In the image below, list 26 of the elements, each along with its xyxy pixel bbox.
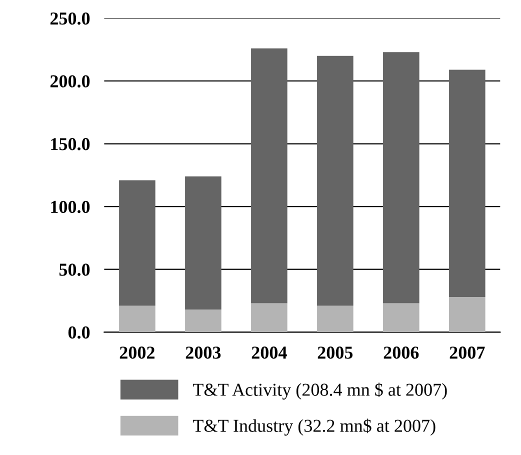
bar (383, 303, 420, 332)
y-tick-label: 250.0 (50, 12, 90, 25)
bar (119, 306, 156, 332)
legend-label: T&T Activity (208.4 mn $ at 2007) (193, 382, 447, 400)
x-tick-label: 2007 (450, 346, 485, 359)
x-tick-label: 2006 (384, 346, 419, 359)
x-tick-label: 2003 (186, 346, 221, 359)
bar (185, 176, 222, 310)
x-tick-label: 2005 (318, 346, 353, 359)
bar (251, 303, 288, 332)
bar (185, 310, 222, 332)
legend-label: T&T Industry (32.2 mn$ at 2007) (193, 418, 436, 436)
x-tick-label: 2004 (252, 346, 287, 359)
bar (449, 296, 486, 332)
bar (449, 70, 486, 297)
bar (119, 180, 156, 306)
x-tick-label: 2002 (120, 346, 154, 359)
bar (317, 306, 354, 332)
y-tick-label: 100.0 (51, 200, 90, 214)
y-tick-label: 0.0 (68, 326, 90, 339)
bar (383, 52, 420, 304)
bar (251, 48, 288, 304)
y-tick-label: 200.0 (50, 75, 90, 88)
y-tick-label: 50.0 (59, 264, 90, 276)
bar (317, 56, 354, 306)
y-tick-label: 150.0 (51, 138, 90, 150)
